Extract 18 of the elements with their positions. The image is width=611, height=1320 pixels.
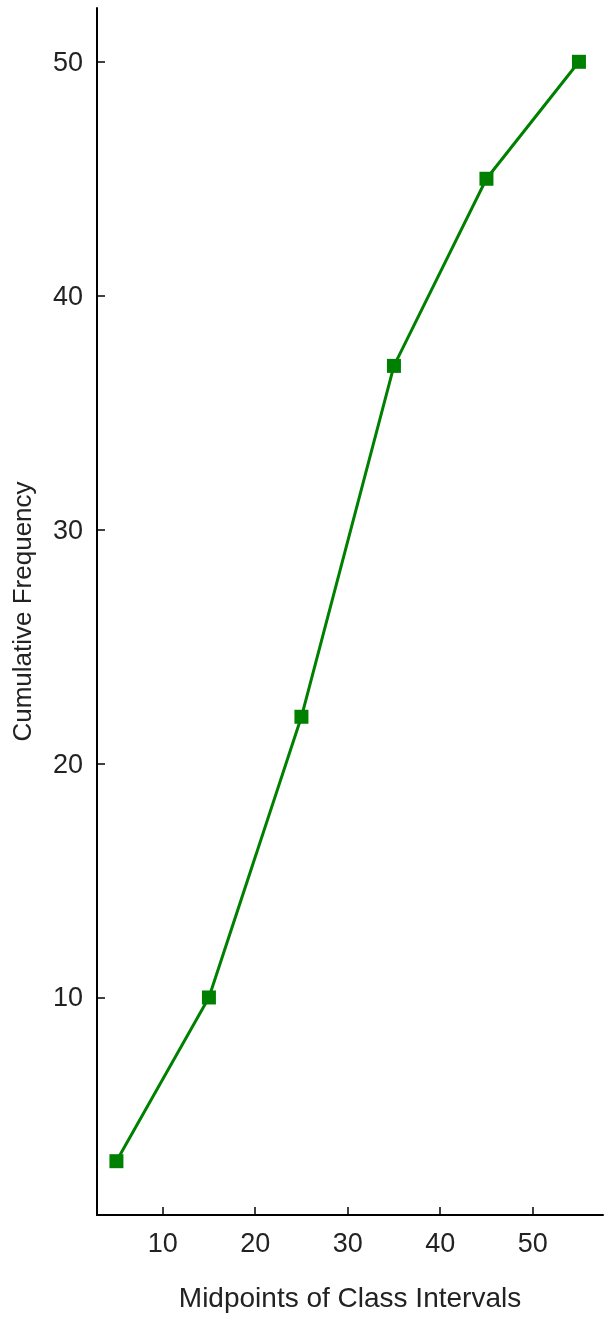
x-tick-label: 50 (517, 1227, 548, 1258)
y-tick-label: 50 (52, 46, 83, 77)
point (571, 54, 586, 69)
point (294, 709, 309, 724)
y-tick-label: 40 (52, 280, 83, 311)
point (386, 358, 401, 373)
x-tick-label: 30 (332, 1227, 363, 1258)
y-axis-title: Cumulative Frequency (7, 481, 37, 742)
y-tick-label: 20 (52, 748, 83, 779)
x-axis-title: Midpoints of Class Intervals (178, 1281, 522, 1313)
x-tick-label: 40 (425, 1227, 456, 1258)
x-tick-label: 10 (147, 1227, 178, 1258)
point (201, 990, 216, 1005)
y-tick-label: 30 (52, 514, 83, 545)
y-tick-label: 10 (52, 982, 83, 1013)
x-tick-label: 20 (240, 1227, 271, 1258)
point (109, 1154, 124, 1169)
point (479, 171, 494, 186)
